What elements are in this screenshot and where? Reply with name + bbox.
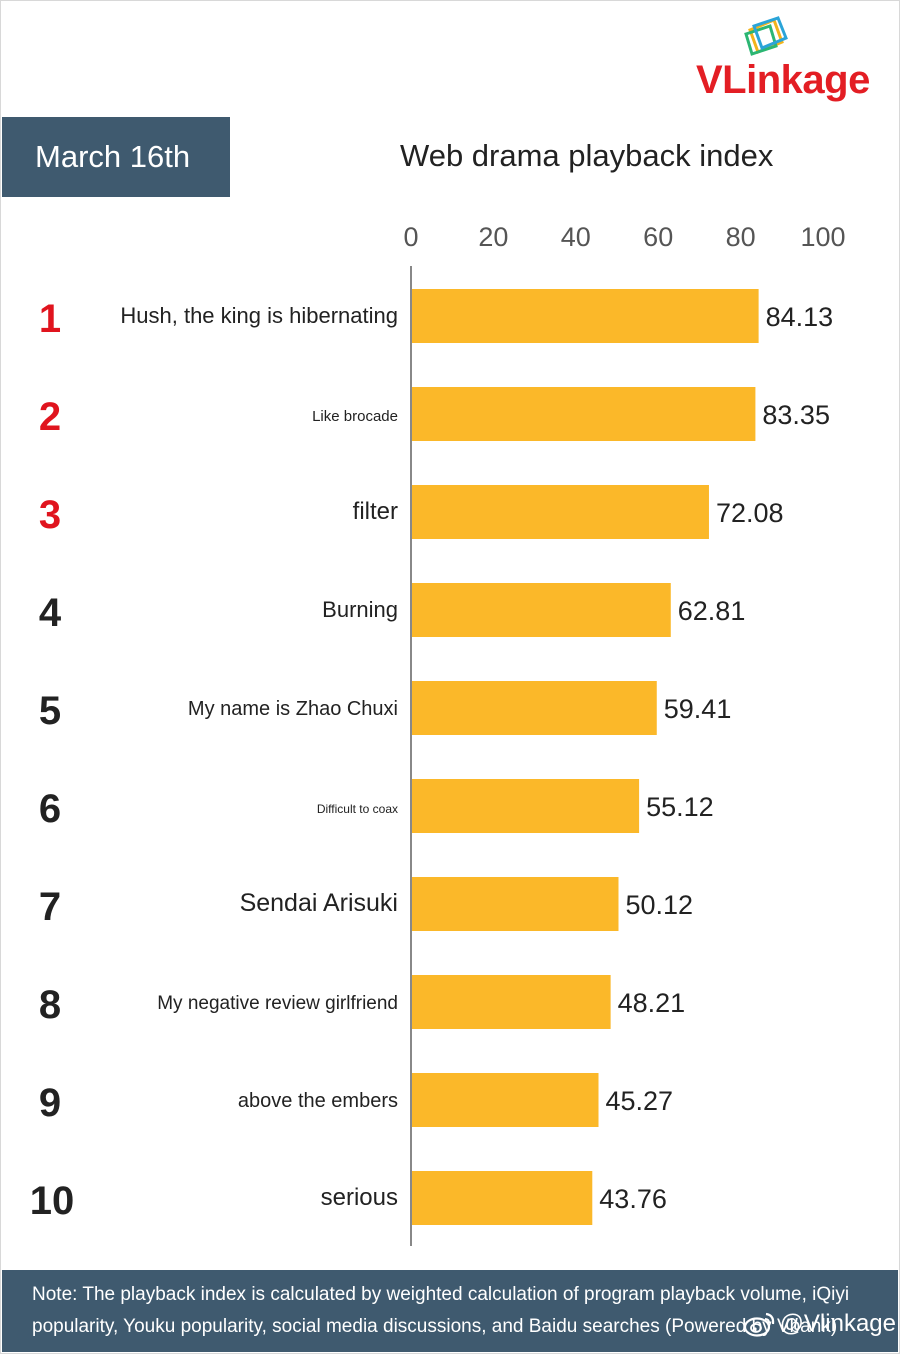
bar bbox=[412, 387, 756, 441]
category-label: Like brocade bbox=[312, 408, 398, 425]
bar bbox=[412, 681, 657, 735]
category-label: My negative review girlfriend bbox=[157, 993, 398, 1014]
weibo-handle: @Vlinkage bbox=[743, 1308, 896, 1340]
category-label: My name is Zhao Chuxi bbox=[188, 698, 398, 720]
category-label: serious bbox=[321, 1184, 398, 1211]
vlinkage-logo: VLinkage bbox=[690, 14, 900, 104]
x-tick-label: 60 bbox=[643, 222, 673, 252]
rank-label: 2 bbox=[39, 395, 61, 439]
category-label: filter bbox=[353, 498, 398, 525]
category-label: Sendai Arisuki bbox=[240, 889, 398, 917]
handle-label: @Vlinkage bbox=[779, 1310, 896, 1337]
chart-title: Web drama playback index bbox=[400, 138, 774, 173]
bar-value-label: 45.27 bbox=[606, 1086, 674, 1116]
footer-note: Note: The playback index is calculated b… bbox=[32, 1284, 850, 1337]
bar bbox=[412, 877, 619, 931]
x-tick-label: 100 bbox=[800, 222, 845, 252]
date-badge: March 16th bbox=[2, 117, 230, 197]
bar-value-label: 43.76 bbox=[599, 1184, 667, 1214]
bar bbox=[412, 485, 709, 539]
x-tick-label: 0 bbox=[403, 222, 418, 252]
rank-label: 5 bbox=[39, 689, 61, 733]
rank-label: 8 bbox=[39, 983, 61, 1027]
rank-label: 7 bbox=[39, 885, 61, 929]
bar-value-label: 55.12 bbox=[646, 792, 714, 822]
bar-value-label: 48.21 bbox=[618, 988, 686, 1018]
bar-value-label: 72.08 bbox=[716, 498, 784, 528]
rank-label: 6 bbox=[39, 787, 61, 831]
bar-value-label: 84.13 bbox=[766, 302, 834, 332]
date-label: March 16th bbox=[35, 139, 191, 174]
category-label: Burning bbox=[322, 597, 398, 622]
rank-label: 4 bbox=[39, 591, 62, 635]
category-label: above the embers bbox=[238, 1090, 398, 1112]
logo-icon bbox=[744, 16, 788, 56]
rank-label: 1 bbox=[39, 297, 61, 341]
bar bbox=[412, 779, 640, 833]
bar bbox=[412, 975, 611, 1029]
x-tick-label: 40 bbox=[561, 222, 591, 252]
bar-value-label: 59.41 bbox=[664, 694, 732, 724]
bar-chart: 0 20 40 60 80 100 84.13 Hush, the king is hiber… bbox=[30, 222, 846, 1246]
bar bbox=[412, 289, 759, 343]
bar-value-label: 62.81 bbox=[678, 596, 746, 626]
category-label: Hush, the king is hibernating bbox=[120, 303, 398, 328]
rank-label: 3 bbox=[39, 493, 61, 537]
x-tick-label: 80 bbox=[726, 222, 756, 252]
rank-label: 9 bbox=[39, 1081, 61, 1125]
bar bbox=[412, 583, 671, 637]
category-label: Difficult to coax bbox=[317, 802, 398, 816]
bar bbox=[412, 1073, 599, 1127]
rank-label: 10 bbox=[30, 1179, 75, 1223]
bar-value-label: 50.12 bbox=[625, 890, 693, 920]
logo-wordmark: VLinkage bbox=[696, 58, 870, 102]
bar bbox=[412, 1171, 593, 1225]
bar-value-label: 83.35 bbox=[762, 400, 830, 430]
footer-banner: Note: The playback index is calculated b… bbox=[2, 1270, 898, 1352]
weibo-icon bbox=[743, 1312, 774, 1337]
x-tick-label: 20 bbox=[478, 222, 508, 252]
